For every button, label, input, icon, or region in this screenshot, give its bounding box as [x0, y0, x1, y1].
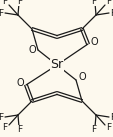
Text: Sr: Sr — [50, 58, 63, 72]
Text: F: F — [17, 125, 22, 133]
Text: O: O — [78, 72, 85, 82]
Text: F: F — [0, 112, 4, 122]
Text: O: O — [89, 37, 97, 47]
Text: F: F — [2, 0, 7, 6]
Text: F: F — [91, 0, 96, 5]
Text: O: O — [28, 45, 35, 55]
Text: F: F — [109, 8, 113, 18]
Text: F: F — [106, 0, 111, 6]
Text: F: F — [0, 8, 4, 18]
Text: F: F — [106, 123, 111, 132]
Text: F: F — [91, 125, 96, 133]
Text: F: F — [109, 112, 113, 122]
Text: O: O — [16, 78, 24, 88]
Text: F: F — [17, 0, 22, 5]
Text: F: F — [2, 123, 7, 132]
